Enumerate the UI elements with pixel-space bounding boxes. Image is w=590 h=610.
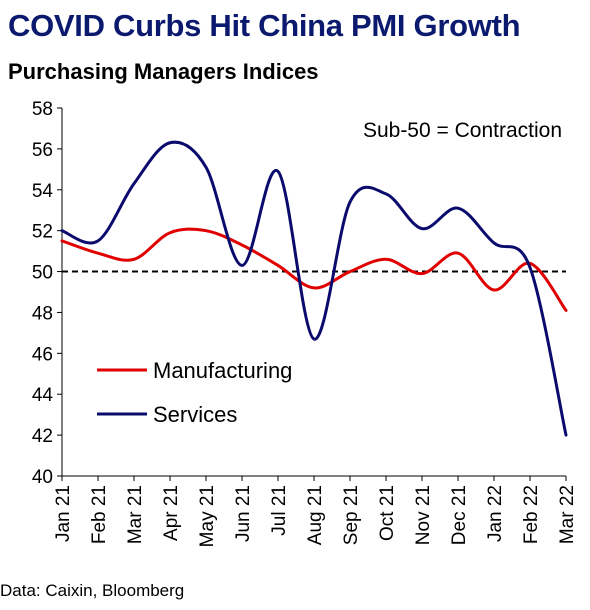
chart-title: COVID Curbs Hit China PMI Growth <box>8 8 521 43</box>
x-tick-label: Jan 22 <box>485 485 506 542</box>
y-tick-label: 56 <box>32 140 53 161</box>
x-tick-label: Sep 21 <box>341 485 362 545</box>
x-tick-label: Nov 21 <box>413 485 434 545</box>
x-tick-label: Mar 21 <box>125 485 146 544</box>
data-source-note: Data: Caixin, Bloomberg <box>0 581 185 600</box>
x-tick-label: Dec 21 <box>449 485 470 545</box>
chart-subtitle: Purchasing Managers Indices <box>8 59 319 84</box>
y-tick-label: 42 <box>32 426 53 447</box>
contraction-annotation: Sub-50 = Contraction <box>363 119 562 142</box>
x-tick-label: Apr 21 <box>161 485 182 541</box>
x-tick-label: Aug 21 <box>305 485 326 545</box>
x-tick-label: Feb 21 <box>89 485 110 544</box>
y-axis: 40 42 44 46 48 50 52 54 56 58 <box>32 99 63 488</box>
x-tick-label: Oct 21 <box>377 485 398 541</box>
legend-label-services: Services <box>153 402 237 427</box>
y-tick-label: 52 <box>32 222 53 243</box>
y-tick-label: 44 <box>32 385 54 406</box>
x-tick-label: Feb 22 <box>521 485 542 544</box>
y-tick-label: 40 <box>32 467 53 488</box>
legend-label-manufacturing: Manufacturing <box>153 358 292 383</box>
x-tick-label: Mar 22 <box>557 485 578 544</box>
y-tick-label: 46 <box>32 344 53 365</box>
legend: Manufacturing Services <box>97 358 292 427</box>
y-tick-label: 50 <box>32 263 53 284</box>
series-lines <box>60 140 568 437</box>
x-tick-label: May 21 <box>197 485 218 547</box>
services-line <box>60 140 568 437</box>
y-tick-label: 54 <box>32 181 54 202</box>
x-tick-label: Jan 21 <box>53 485 74 542</box>
x-tick-label: Jun 21 <box>233 485 254 542</box>
manufacturing-line <box>60 227 568 312</box>
x-tick-label: Jul 21 <box>269 485 290 536</box>
y-tick-label: 48 <box>32 303 53 324</box>
x-axis: Jan 21 Feb 21 Mar 21 Apr 21 May 21 Jun 21 Jul … <box>53 475 578 547</box>
y-tick-label: 58 <box>32 99 53 120</box>
